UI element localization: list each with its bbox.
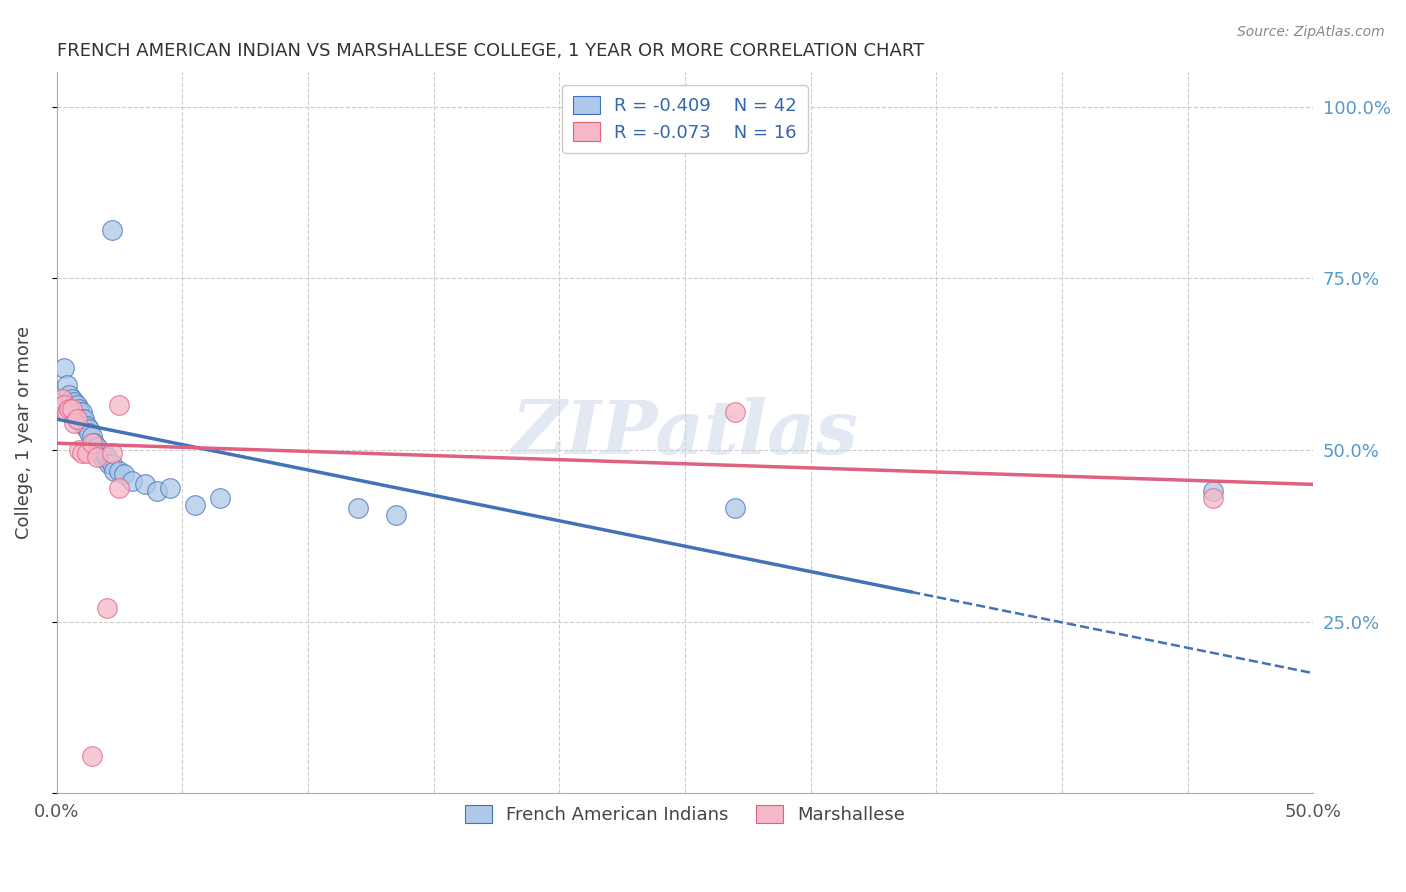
Point [63, 405, 86, 419]
Point [103, 464, 125, 478]
Point [80, 748, 103, 763]
Point [63, 416, 86, 430]
Point [90, 450, 112, 464]
Point [67, 405, 90, 419]
Point [55, 405, 77, 419]
Point [63, 395, 86, 409]
Point [53, 360, 76, 375]
Point [108, 481, 131, 495]
Point [385, 508, 408, 523]
Point [80, 436, 103, 450]
Point [159, 481, 181, 495]
Point [67, 443, 90, 458]
Point [86, 440, 108, 454]
Point [79, 425, 101, 440]
Point [108, 399, 131, 413]
Point [80, 429, 103, 443]
Point [1202, 484, 1225, 499]
Point [93, 446, 115, 460]
Text: Source: ZipAtlas.com: Source: ZipAtlas.com [1237, 25, 1385, 39]
Point [86, 450, 108, 464]
Point [76, 419, 98, 434]
Point [114, 467, 136, 481]
Point [184, 498, 207, 512]
Point [79, 422, 101, 436]
Point [70, 446, 93, 460]
Point [724, 405, 747, 419]
Point [60, 392, 83, 406]
Point [76, 446, 98, 460]
Point [53, 399, 76, 413]
Point [66, 412, 89, 426]
Point [51, 395, 73, 409]
Point [146, 484, 169, 499]
Point [108, 464, 131, 478]
Point [89, 446, 111, 460]
Point [58, 399, 80, 413]
Point [101, 457, 124, 471]
Point [66, 412, 89, 426]
Point [58, 388, 80, 402]
Text: FRENCH AMERICAN INDIAN VS MARSHALLESE COLLEGE, 1 YEAR OR MORE CORRELATION CHART: FRENCH AMERICAN INDIAN VS MARSHALLESE CO… [56, 42, 924, 60]
Point [98, 457, 121, 471]
Point [96, 601, 118, 615]
Point [58, 401, 80, 416]
Point [60, 401, 83, 416]
Point [83, 436, 105, 450]
Point [1202, 491, 1225, 505]
Point [724, 501, 747, 516]
Point [208, 491, 231, 505]
Legend: French American Indians, Marshallese: French American Indians, Marshallese [454, 794, 915, 835]
Point [60, 401, 83, 416]
Point [96, 450, 118, 464]
Y-axis label: College, 1 year or more: College, 1 year or more [15, 326, 32, 540]
Point [347, 501, 370, 516]
Point [67, 401, 90, 416]
Point [55, 377, 77, 392]
Point [70, 412, 93, 426]
Text: ZIPatlas: ZIPatlas [512, 397, 859, 469]
Point [73, 419, 96, 434]
Point [101, 446, 124, 460]
Point [121, 474, 143, 488]
Point [51, 392, 73, 406]
Point [73, 412, 96, 426]
Point [101, 223, 124, 237]
Point [134, 477, 156, 491]
Point [70, 405, 93, 419]
Point [66, 399, 89, 413]
